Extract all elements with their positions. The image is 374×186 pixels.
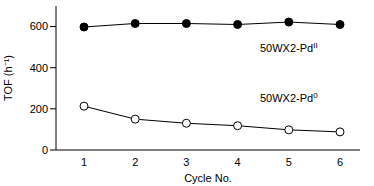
svg-text:50WX2-Pd0: 50WX2-Pd0 bbox=[260, 91, 318, 104]
svg-text:5: 5 bbox=[286, 156, 292, 168]
svg-text:4: 4 bbox=[235, 156, 241, 168]
svg-text:600: 600 bbox=[30, 20, 48, 32]
svg-text:6: 6 bbox=[337, 156, 343, 168]
svg-text:1: 1 bbox=[81, 156, 87, 168]
svg-text:200: 200 bbox=[30, 103, 48, 115]
svg-text:400: 400 bbox=[30, 62, 48, 74]
svg-text:3: 3 bbox=[183, 156, 189, 168]
svg-text:2: 2 bbox=[132, 156, 138, 168]
svg-text:Cycle No.: Cycle No. bbox=[184, 172, 232, 184]
svg-text:50WX2-PdII: 50WX2-PdII bbox=[260, 41, 318, 54]
svg-text:TOF (h⁻¹): TOF (h⁻¹) bbox=[8, 55, 14, 101]
svg-text:0: 0 bbox=[42, 144, 48, 156]
